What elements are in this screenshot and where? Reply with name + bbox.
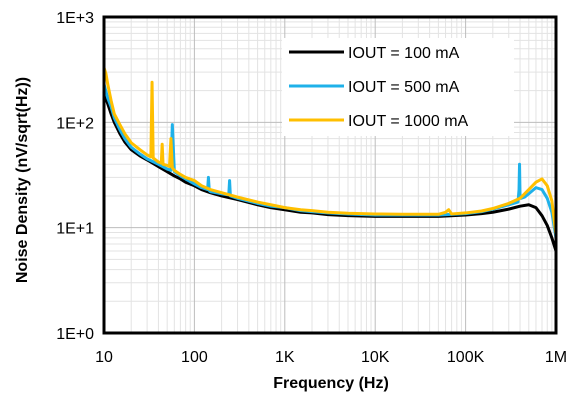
legend-label-1: IOUT = 100 mA: [348, 45, 460, 62]
y-tick-label: 1E+2: [56, 115, 94, 132]
y-tick-labels: 1E+0 1E+1 1E+2 1E+3: [56, 10, 94, 343]
y-tick-label: 1E+3: [56, 10, 94, 27]
y-axis-title: Noise Density (nV/sqrt(Hz)): [14, 77, 31, 283]
plot-frame: [102, 15, 558, 335]
x-tick-label: 100: [181, 349, 208, 366]
x-tick-label: 10K: [361, 349, 390, 366]
x-axis-title: Frequency (Hz): [273, 375, 389, 392]
series-layer: [102, 66, 558, 253]
x-tick-label: 10: [95, 349, 113, 366]
minor-gridlines: [104, 17, 556, 333]
x-tick-labels: 10 100 1K 10K 100K 1M: [95, 349, 567, 366]
y-tick-label: 1E+0: [56, 326, 94, 343]
legend: IOUT = 100 mA IOUT = 500 mA IOUT = 1000 mA: [282, 38, 514, 136]
legend-label-2: IOUT = 500 mA: [348, 79, 460, 96]
x-tick-label: 1M: [545, 349, 567, 366]
legend-label-3: IOUT = 1000 mA: [348, 113, 469, 130]
y-tick-label: 1E+1: [56, 221, 94, 238]
series-line-3: [102, 66, 558, 237]
x-tick-label: 1K: [275, 349, 295, 366]
x-tick-label: 100K: [447, 349, 485, 366]
